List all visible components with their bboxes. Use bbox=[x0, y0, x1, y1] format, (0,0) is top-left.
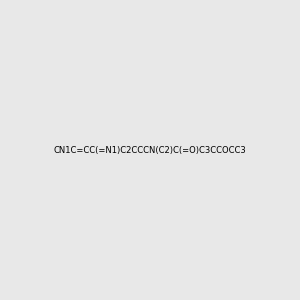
Text: CN1C=CC(=N1)C2CCCN(C2)C(=O)C3CCOCC3: CN1C=CC(=N1)C2CCCN(C2)C(=O)C3CCOCC3 bbox=[54, 146, 246, 154]
